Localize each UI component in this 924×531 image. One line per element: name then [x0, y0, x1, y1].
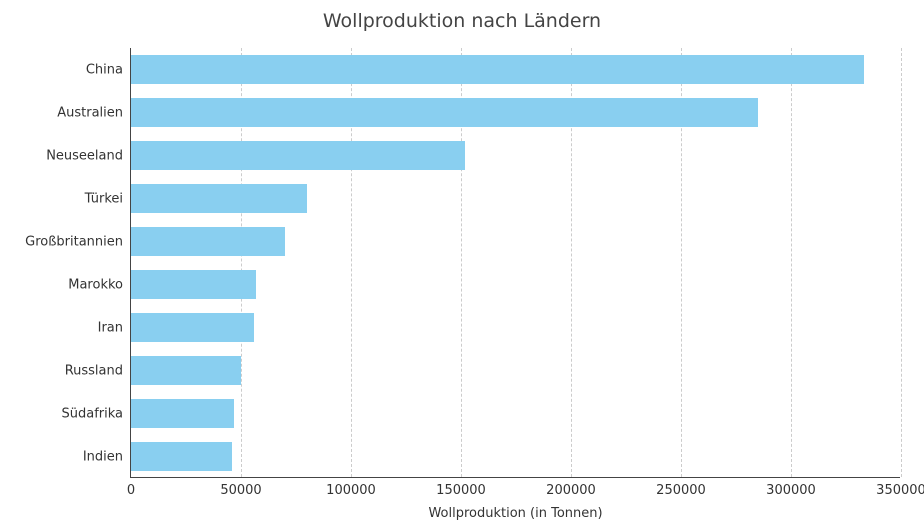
- bar-row: [131, 227, 285, 256]
- bar-row: [131, 313, 254, 342]
- bar-row: [131, 442, 232, 471]
- bar-row: [131, 270, 256, 299]
- x-tick-label: 200000: [546, 477, 596, 498]
- y-tick-label: Großbritannien: [25, 234, 131, 249]
- bar-row: [131, 356, 241, 385]
- y-tick-label: Australien: [57, 105, 131, 120]
- bar: [131, 399, 234, 428]
- y-tick-label: Indien: [83, 449, 131, 464]
- bars-layer: [131, 48, 900, 477]
- bar: [131, 98, 758, 127]
- plot-area: Wollproduktion (in Tonnen) 0500001000001…: [130, 48, 900, 478]
- bar: [131, 55, 864, 84]
- bar: [131, 270, 256, 299]
- x-tick-label: 300000: [766, 477, 816, 498]
- bar: [131, 141, 465, 170]
- bar-row: [131, 98, 758, 127]
- x-axis-label: Wollproduktion (in Tonnen): [131, 506, 900, 521]
- x-tick-label: 0: [127, 477, 135, 498]
- bar: [131, 356, 241, 385]
- bar: [131, 184, 307, 213]
- bar-row: [131, 184, 307, 213]
- chart-title: Wollproduktion nach Ländern: [0, 10, 924, 32]
- x-tick-label: 50000: [220, 477, 261, 498]
- x-tick-label: 250000: [656, 477, 706, 498]
- bar: [131, 442, 232, 471]
- y-tick-label: Marokko: [68, 277, 131, 292]
- bar-row: [131, 55, 864, 84]
- x-tick-label: 100000: [326, 477, 376, 498]
- bar-row: [131, 141, 465, 170]
- gridline: [901, 48, 902, 477]
- bar-row: [131, 399, 234, 428]
- x-tick-label: 150000: [436, 477, 486, 498]
- y-tick-label: Iran: [98, 320, 131, 335]
- bar-chart: Wollproduktion nach Ländern Wollprodukti…: [0, 0, 924, 531]
- y-tick-label: Südafrika: [61, 406, 131, 421]
- y-tick-label: China: [86, 62, 131, 77]
- y-tick-label: Neuseeland: [46, 148, 131, 163]
- y-tick-label: Russland: [65, 363, 131, 378]
- x-tick-label: 350000: [876, 477, 924, 498]
- bar: [131, 313, 254, 342]
- y-tick-label: Türkei: [85, 191, 131, 206]
- bar: [131, 227, 285, 256]
